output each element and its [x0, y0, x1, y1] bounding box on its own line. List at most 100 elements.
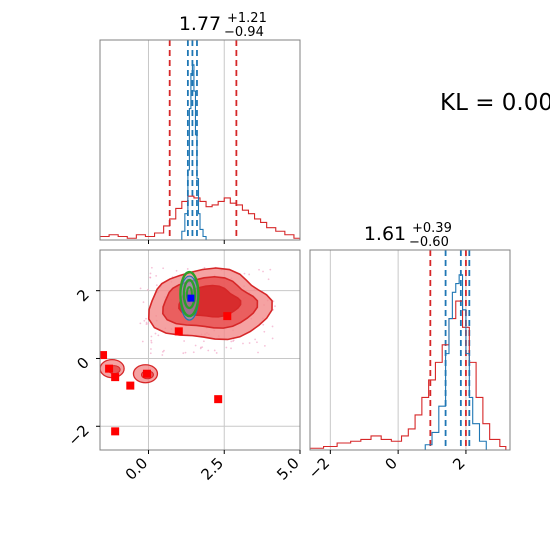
- background-point: [143, 319, 146, 322]
- background-point: [194, 344, 197, 347]
- y-tick-label: −2: [64, 421, 92, 449]
- green-contour-outer: [179, 270, 200, 318]
- background-point: [155, 284, 158, 287]
- right-title-main: 1.61: [364, 223, 406, 245]
- background-point: [183, 340, 186, 342]
- x-tick-label: 2.5: [197, 454, 227, 484]
- background-point: [242, 342, 244, 345]
- x-tick-label: 2: [449, 454, 468, 473]
- background-point: [139, 287, 142, 290]
- red-square-marker: [100, 351, 108, 360]
- background-point: [150, 266, 153, 269]
- y-tick-label: 2: [73, 286, 92, 305]
- blue-square-marker: [187, 294, 195, 302]
- background-point: [150, 348, 152, 350]
- background-point: [271, 325, 274, 328]
- joint-points: [100, 294, 232, 436]
- background-point: [161, 354, 164, 356]
- background-point: [230, 340, 233, 343]
- background-point: [145, 321, 148, 324]
- background-point: [175, 269, 178, 272]
- background-point: [230, 347, 232, 350]
- red-square-marker: [214, 395, 223, 404]
- background-point: [243, 272, 246, 275]
- background-point: [146, 288, 149, 291]
- background-point: [213, 349, 216, 352]
- background-point: [248, 342, 251, 344]
- joint-contours: [100, 266, 276, 384]
- background-point: [145, 317, 147, 320]
- background-point: [232, 339, 235, 342]
- background-point: [184, 351, 187, 354]
- background-point: [186, 268, 189, 270]
- background-point: [254, 338, 257, 341]
- background-point: [207, 349, 210, 352]
- top-histogram-panel: 1.77 +1.21 −0.94: [99, 11, 301, 244]
- background-point: [202, 340, 205, 343]
- red-square-marker: [111, 427, 120, 436]
- x-tick-label: 0.0: [122, 454, 152, 484]
- histogram-series: [178, 64, 213, 240]
- right-title-plus: +0.39: [412, 221, 452, 236]
- background-point: [269, 268, 272, 271]
- background-point: [162, 267, 165, 270]
- kl-label: KL = 0.00: [440, 90, 550, 116]
- background-point: [262, 270, 264, 273]
- top-panel-frame: [99, 39, 301, 241]
- background-point: [272, 300, 275, 303]
- red-square-marker: [223, 312, 232, 321]
- background-point: [271, 337, 274, 340]
- background-point: [203, 266, 206, 269]
- background-point: [154, 332, 157, 335]
- red-square-marker: [174, 327, 183, 336]
- background-point: [149, 352, 152, 355]
- background-point: [147, 322, 150, 325]
- background-point: [248, 273, 251, 276]
- top-title-main: 1.77: [179, 13, 221, 35]
- background-point: [262, 323, 265, 326]
- red-square-marker: [126, 381, 135, 390]
- background-point: [142, 301, 145, 304]
- histogram-series: [310, 300, 507, 450]
- y-tick-label: 0: [73, 354, 92, 373]
- background-point: [149, 272, 152, 275]
- background-point: [263, 344, 266, 347]
- top-title-minus: −0.94: [224, 25, 264, 40]
- right-panel-ticks: −2 0 2: [305, 450, 469, 482]
- x-tick-label: −2: [305, 454, 333, 482]
- top-panel-title: 1.77: [179, 13, 221, 35]
- top-panel-ticks: [147, 240, 225, 244]
- background-point: [258, 268, 260, 271]
- background-point: [182, 352, 185, 355]
- red-square-marker: [111, 373, 120, 382]
- histogram-series: [418, 274, 493, 450]
- background-point: [215, 352, 218, 354]
- green-contour-inner: [182, 278, 197, 310]
- background-point: [139, 322, 142, 325]
- background-point: [199, 346, 202, 349]
- x-tick-label: 0: [381, 454, 400, 473]
- right-histogram-panel: −2 0 2 1.61 +0.39 −0.60: [305, 221, 511, 482]
- background-point: [225, 346, 228, 349]
- red-square-marker: [105, 364, 114, 373]
- background-point: [263, 330, 266, 333]
- red-square-marker: [142, 369, 151, 378]
- right-panel-title: 1.61: [364, 223, 406, 245]
- background-point: [257, 351, 259, 354]
- background-point: [157, 334, 160, 337]
- background-point: [150, 341, 153, 344]
- background-point: [155, 274, 158, 277]
- histogram-series: [100, 195, 300, 240]
- right-histogram-series: [310, 274, 507, 450]
- background-point: [162, 350, 164, 353]
- background-point: [274, 305, 276, 308]
- right-panel-frame: [309, 249, 511, 451]
- background-point: [150, 335, 153, 338]
- background-point: [141, 340, 144, 343]
- background-point: [150, 339, 153, 342]
- background-point: [267, 278, 270, 281]
- x-tick-label: 5.0: [273, 454, 303, 484]
- top-grid: [147, 40, 225, 240]
- top-title-plus: +1.21: [227, 11, 267, 26]
